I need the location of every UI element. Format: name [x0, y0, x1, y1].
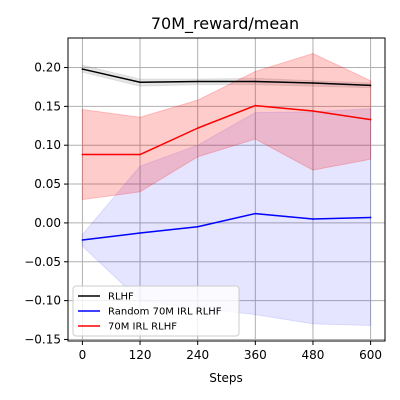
legend: RLHF Random 70M IRL RLHF 70M IRL RLHF	[72, 285, 240, 337]
data-point	[139, 81, 141, 84]
y-tick-label: 0.00	[34, 216, 61, 230]
data-point	[369, 216, 372, 219]
x-axis-label: Steps	[209, 371, 243, 385]
chart-title: 70M_reward/mean	[151, 14, 299, 34]
legend-label-2: 70M IRL RLHF	[108, 322, 177, 333]
data-point	[254, 212, 257, 215]
data-point	[312, 218, 314, 220]
legend-label-0: RLHF	[108, 292, 134, 303]
data-point	[196, 80, 199, 83]
x-tick-label: 600	[359, 348, 382, 362]
legend-box	[72, 285, 240, 337]
y-tick-label: −0.10	[24, 294, 61, 308]
series-line-0	[82, 68, 371, 87]
data-point	[139, 232, 141, 234]
series-line-2	[82, 104, 371, 156]
data-point	[139, 153, 141, 156]
data-point	[254, 80, 257, 83]
y-tick-label: 0.10	[34, 138, 61, 152]
data-point	[312, 82, 314, 84]
data-point	[81, 239, 84, 241]
data-point	[369, 84, 372, 87]
series-line-1	[82, 212, 371, 241]
y-tick-label: 0.20	[34, 61, 61, 75]
y-tick-label: 0.15	[34, 99, 61, 113]
y-tick-label: −0.05	[24, 255, 61, 269]
plot-frame	[67, 37, 386, 342]
y-tick-label: 0.05	[34, 177, 61, 191]
data-point	[196, 225, 199, 228]
data-point	[369, 118, 372, 121]
data-point	[254, 104, 257, 107]
y-tick-label: −0.15	[24, 332, 61, 346]
x-tick-label: 480	[302, 348, 325, 362]
x-tick-label: 360	[244, 348, 267, 362]
x-tick-label: 120	[129, 348, 152, 362]
confidence-band-2	[81, 53, 372, 201]
x-tick-label: 240	[186, 348, 209, 362]
data-point	[81, 68, 84, 70]
data-point	[312, 110, 314, 112]
series-lines	[81, 68, 372, 241]
x-tick-label: 0	[79, 348, 87, 362]
axis-ticks: 0 120 240 360 480 600 −0.15 −0.10 −0.05 0.00 0.05 0…	[24, 61, 382, 362]
legend-label-1: Random 70M IRL RLHF	[108, 307, 222, 318]
data-point	[196, 127, 199, 129]
data-point	[81, 153, 84, 156]
